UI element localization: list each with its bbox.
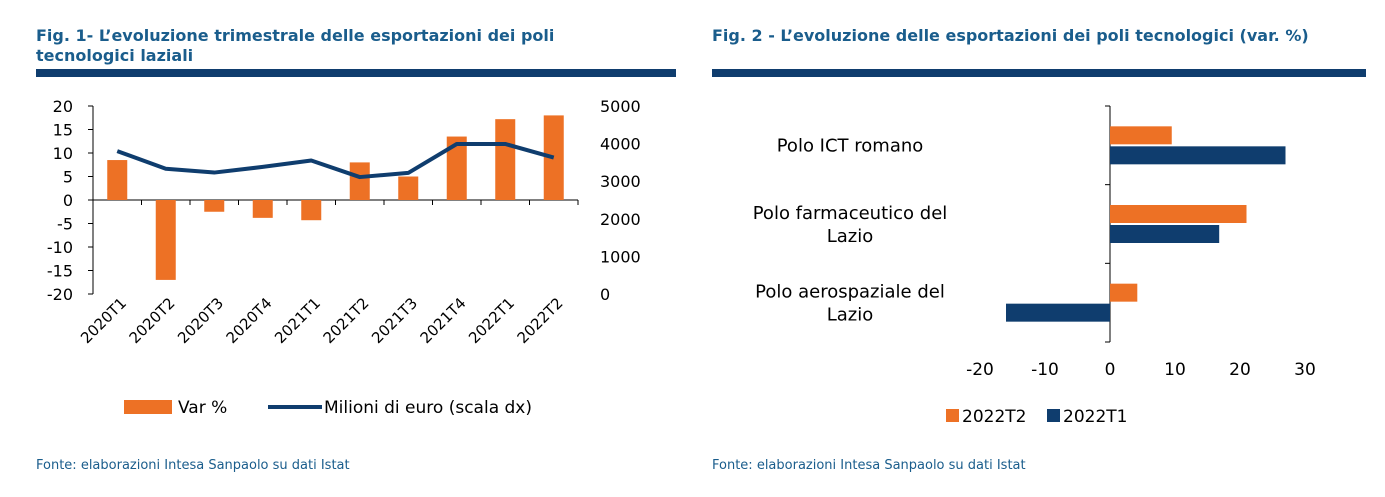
fig1-chart: 20 15 10 5 0 -5 -10 -15 -20 5000 4000 3000 2000 1000 0… [47,97,641,418]
fig1-source: Fonte: elaborazioni Intesa Sanpaolo su d… [36,458,350,473]
fig2-x-tick-label: 0 [1105,360,1116,380]
fig1-y-tick-label: 15 [53,121,73,140]
fig1-y-tick-label: -5 [57,215,73,234]
fig1-legend-label-line: Milioni di euro (scala dx) [324,398,532,418]
fig1-y2-tick-label: 4000 [600,135,641,154]
fig2-category-label: Polo farmaceutico del Lazio [753,203,948,247]
fig1-y2-tick-label: 5000 [600,97,641,116]
fig1-y-tick-label: 0 [63,191,73,210]
fig2-title: Fig. 2 - L’evoluzione delle esportazioni… [712,26,1309,45]
fig2-x-tick-label: -20 [966,360,994,380]
fig1-title: Fig. 1- L’evoluzione trimestrale delle e… [36,26,555,65]
fig1-y-tick-label: -20 [47,285,73,304]
fig1-x-tick-label: 2021T1 [271,294,324,347]
fig1-bar [398,176,419,200]
fig1-y2-tick-label: 3000 [600,172,641,191]
fig1-y-tick-label: -10 [47,238,73,257]
fig1-y2-tick-label: 0 [600,285,610,304]
fig1-legend-label-bar: Var % [178,398,227,418]
fig1-bar [301,200,322,221]
fig1-y-tick-label: 5 [63,168,73,187]
fig1-bar [155,200,176,280]
fig1-line-series [116,141,555,180]
fig1-x-tick-label: 2020T3 [174,294,227,347]
fig1-bar [204,200,225,212]
fig1-x-tick-label: 2021T4 [417,294,470,347]
fig2-x-tick-label: 30 [1294,360,1316,380]
fig2-x-tick-label: 10 [1164,360,1186,380]
fig2-bar [1006,303,1110,322]
fig1-x-tick-label: 2022T2 [514,294,567,347]
fig1-y2-tick-label: 1000 [600,247,641,266]
fig2-bar [1110,126,1172,145]
fig1-bar [107,160,128,200]
fig1-y-tick-label: 20 [53,97,73,116]
fig2-bar [1110,146,1286,165]
fig1-bar [495,119,516,200]
fig1-x-tick-label: 2021T3 [368,294,421,347]
fig2-source: Fonte: elaborazioni Intesa Sanpaolo su d… [712,458,1026,473]
fig1-bar [252,200,273,218]
fig2-legend-swatch-1 [1047,409,1060,422]
fig2-x-tick-label: 20 [1229,360,1251,380]
fig2-bar [1110,283,1138,302]
fig1-bar [446,136,467,200]
fig1-y2-tick-label: 2000 [600,210,641,229]
fig1-title-rule [36,69,676,77]
fig1-y-tick-label: 10 [53,144,73,163]
fig2-category-label: Polo ICT romano [777,135,924,156]
fig1-y-tick-label: -15 [47,262,73,281]
fig1-x-tick-label: 2021T2 [320,294,373,347]
fig2-legend-label-1: 2022T1 [1063,407,1127,427]
fig2-category-label: Polo aerospaziale del Lazio [755,282,945,326]
fig2-bar [1110,225,1220,243]
fig1-x-tick-label: 2020T2 [126,294,179,347]
fig1-bar [543,115,564,200]
fig2-legend-swatch-0 [946,409,959,422]
fig2-title-rule [712,69,1366,77]
fig1-legend-swatch-bar [124,400,172,414]
fig1-bar [349,162,370,200]
fig2-x-tick-label: -10 [1031,360,1059,380]
fig2-legend-label-0: 2022T2 [962,407,1026,427]
fig2-chart: -20 -10 0 10 20 30 Polo ICT romano Polo farmace… [753,105,1316,427]
fig1-x-tick-label: 2022T1 [465,294,518,347]
fig1-x-tick-label: 2020T4 [223,294,276,347]
fig2-bar [1110,205,1247,223]
fig1-x-tick-label: 2020T1 [77,294,130,347]
